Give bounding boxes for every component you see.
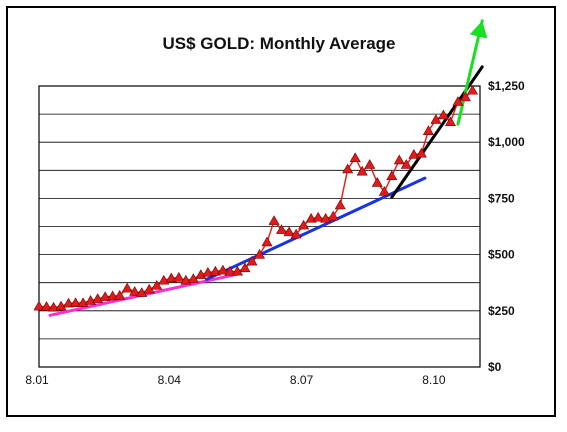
data-point <box>63 297 75 308</box>
data-point <box>393 154 405 165</box>
grid <box>39 113 480 340</box>
data-point <box>459 91 471 102</box>
data-point <box>283 226 295 237</box>
y-tick-label: $500 <box>488 248 515 262</box>
data-point <box>356 165 368 176</box>
x-tick-label: 8.01 <box>25 373 49 387</box>
y-tick-label: $1,000 <box>488 135 525 149</box>
y-tick-label: $1,250 <box>488 79 525 93</box>
data-point <box>378 186 390 196</box>
data-point <box>312 211 324 222</box>
data-point <box>239 262 251 273</box>
data-point <box>33 300 45 311</box>
data-point <box>209 265 221 276</box>
data-point <box>165 272 177 283</box>
data-point <box>466 84 479 95</box>
data-point <box>334 199 346 210</box>
data-point <box>202 266 214 277</box>
data-point <box>253 248 266 259</box>
x-tick-label: 8.07 <box>290 373 314 387</box>
series-gold-monthly <box>33 84 479 312</box>
data-point <box>107 290 119 301</box>
data-point <box>151 280 163 290</box>
data-point <box>48 301 60 312</box>
x-axis-ticks: 8.01 8.04 8.07 8.10 <box>25 373 446 387</box>
data-point <box>408 148 420 159</box>
trend-arrowhead <box>469 20 488 39</box>
data-point <box>55 300 67 311</box>
data-point <box>342 163 354 174</box>
data-point <box>121 282 133 293</box>
data-point <box>349 152 361 162</box>
data-point <box>180 274 192 285</box>
data-point <box>114 289 126 300</box>
series-line <box>38 89 473 309</box>
x-tick-label: 8.10 <box>422 373 446 387</box>
data-point <box>276 224 288 234</box>
data-point <box>40 301 53 311</box>
data-point <box>246 255 258 266</box>
y-tick-label: $0 <box>488 360 502 374</box>
data-point <box>217 264 229 275</box>
chart-title: US$ GOLD: Monthly Average <box>163 34 396 53</box>
data-point <box>415 147 427 158</box>
data-point <box>268 215 280 225</box>
data-point <box>231 265 243 276</box>
data-point <box>371 177 383 187</box>
x-tick-label: 8.04 <box>158 373 182 387</box>
data-point <box>224 265 236 276</box>
chart-frame <box>6 6 556 417</box>
data-point <box>422 125 434 136</box>
trendline <box>205 176 427 281</box>
data-point <box>386 170 398 180</box>
data-point <box>327 210 339 221</box>
y-axis-ticks: $0 $250 $500 $750 $1,000 $1,250 <box>488 79 525 374</box>
trendline <box>456 19 484 126</box>
data-point <box>136 287 148 297</box>
data-point <box>99 291 111 301</box>
data-point <box>437 109 449 120</box>
data-point <box>298 219 310 230</box>
data-point <box>129 286 141 296</box>
data-point <box>290 228 302 239</box>
data-point <box>173 271 185 282</box>
trendlines <box>48 19 488 317</box>
plot-area <box>38 85 481 368</box>
data-point <box>70 297 82 307</box>
y-tick-label: $250 <box>488 304 515 318</box>
y-tick-label: $750 <box>488 191 515 205</box>
data-point <box>261 236 273 247</box>
data-point <box>444 116 456 127</box>
data-point <box>364 159 376 169</box>
data-point <box>400 159 412 169</box>
